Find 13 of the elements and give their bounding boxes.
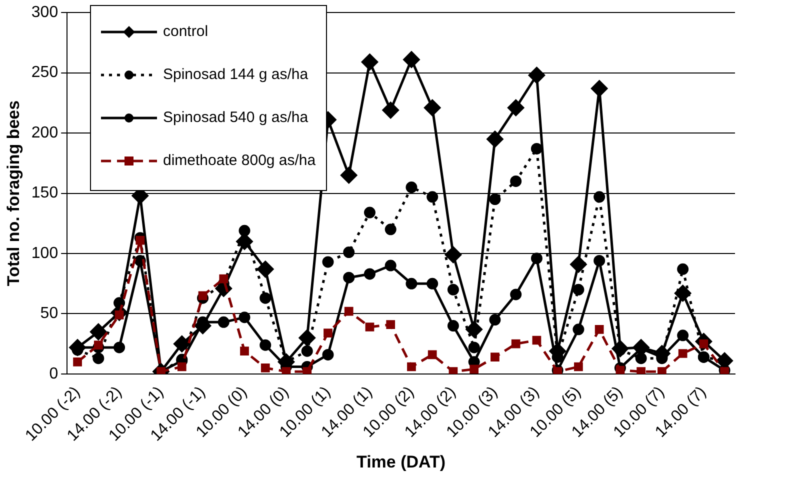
- legend-label: dimethoate 800g as/ha: [163, 152, 316, 169]
- y-tick-label: 300: [31, 4, 58, 22]
- legend-label: control: [163, 23, 208, 40]
- x-axis-title: Time (DAT): [356, 452, 446, 472]
- legend-label: Spinosad 144 g as/ha: [163, 66, 308, 83]
- legend-label: Spinosad 540 g as/ha: [163, 109, 308, 126]
- y-axis-title: Total no. foraging bees: [4, 100, 23, 286]
- y-tick-label: 200: [31, 124, 58, 142]
- y-tick-label: 0: [49, 365, 58, 382]
- y-tick-label: 150: [31, 184, 58, 202]
- y-tick-label: 50: [40, 305, 58, 322]
- y-tick-label: 100: [31, 244, 58, 262]
- y-tick-label: 250: [31, 64, 58, 82]
